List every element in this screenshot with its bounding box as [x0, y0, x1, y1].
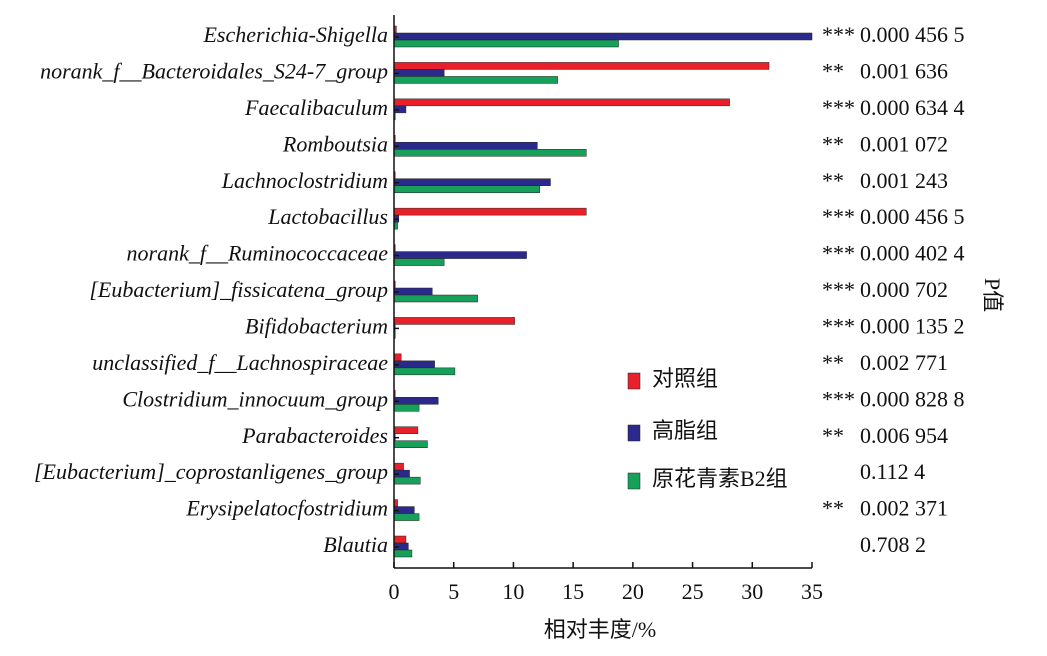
- significance: **: [822, 423, 844, 448]
- x-tick-label: 30: [741, 579, 763, 604]
- bar: [393, 149, 587, 157]
- category-label: Escherichia-Shigella: [202, 22, 388, 47]
- bar: [393, 207, 587, 216]
- category-label: norank_f__Ruminococcaceae: [127, 241, 389, 266]
- category-label: Bifidobacterium: [245, 313, 388, 338]
- x-axis-label: 相对丰度/%: [544, 617, 656, 642]
- category-label: Romboutsia: [282, 131, 388, 156]
- significance: **: [822, 168, 844, 193]
- x-tick-label: 15: [562, 579, 584, 604]
- bar: [393, 287, 433, 296]
- category-label: [Eubacterium]_fissicatena_group: [89, 277, 388, 302]
- bar: [393, 178, 551, 186]
- p-value: 0.000 402 4: [860, 241, 965, 266]
- bar: [393, 317, 515, 325]
- category-label: unclassified_f__Lachnospiraceae: [92, 350, 388, 375]
- bar: [393, 360, 435, 369]
- category-label: Faecalibaculum: [244, 95, 388, 120]
- significance: ***: [822, 386, 855, 411]
- bar: [393, 294, 478, 303]
- x-tick-label: 35: [801, 579, 823, 604]
- bar: [393, 353, 402, 362]
- bar: [393, 98, 730, 107]
- significance: **: [822, 496, 844, 521]
- bar: [393, 549, 413, 558]
- x-tick-label: 25: [682, 579, 704, 604]
- significance: **: [822, 350, 844, 375]
- significance: ***: [822, 22, 855, 47]
- bar: [393, 404, 420, 412]
- category-label: norank_f__Bacteroidales_S24-7_group: [40, 58, 388, 83]
- bar: [393, 476, 421, 485]
- bar: [393, 39, 619, 48]
- significance: ***: [822, 95, 855, 120]
- category-label: [Eubacterium]_coprostanligenes_group: [34, 459, 388, 484]
- bar: [393, 513, 420, 521]
- bar: [393, 426, 419, 434]
- bar: [393, 32, 813, 41]
- bar: [393, 258, 445, 266]
- p-value: 0.000 702: [860, 277, 948, 302]
- legend-swatch: [627, 372, 641, 390]
- significance: **: [822, 58, 844, 83]
- p-value: 0.708 2: [860, 532, 926, 557]
- significance: ***: [822, 313, 855, 338]
- category-label: Clostridium_innocuum_group: [122, 386, 388, 411]
- x-tick-label: 10: [502, 579, 524, 604]
- category-label: Lachnoclostridium: [221, 168, 388, 193]
- legend-label: 对照组: [652, 366, 718, 391]
- p-value: 0.001 636: [860, 58, 948, 83]
- bar: [393, 69, 445, 77]
- x-tick-label: 0: [389, 579, 400, 604]
- bar: [393, 440, 428, 448]
- p-value: 0.001 243: [860, 168, 948, 193]
- significance: ***: [822, 204, 855, 229]
- p-value: 0.001 072: [860, 131, 948, 156]
- bar: [393, 251, 527, 259]
- p-value: 0.000 135 2: [860, 313, 965, 338]
- p-value: 0.000 456 5: [860, 22, 965, 47]
- bar: [393, 185, 540, 193]
- p-value: 0.000 828 8: [860, 386, 965, 411]
- category-label: Blautia: [323, 532, 388, 557]
- p-value: 0.006 954: [860, 423, 948, 448]
- significance: **: [822, 131, 844, 156]
- category-label: Lactobacillus: [267, 204, 388, 229]
- p-value: 0.002 371: [860, 496, 948, 521]
- bar: [393, 535, 407, 544]
- significance: ***: [822, 241, 855, 266]
- legend-swatch: [627, 472, 641, 490]
- legend-label: 高脂组: [652, 418, 718, 443]
- p-axis-label: P值: [980, 278, 1005, 312]
- bar: [393, 142, 538, 150]
- p-value: 0.000 456 5: [860, 204, 965, 229]
- p-value: 0.000 634 4: [860, 95, 965, 120]
- x-tick-label: 20: [622, 579, 644, 604]
- bar: [393, 76, 558, 84]
- significance: ***: [822, 277, 855, 302]
- bar: [393, 462, 404, 471]
- p-value: 0.002 771: [860, 350, 948, 375]
- category-label: Parabacteroides: [241, 423, 388, 448]
- legend-swatch: [627, 424, 641, 442]
- legend-label: 原花青素B2组: [652, 466, 788, 491]
- x-tick-label: 5: [448, 579, 459, 604]
- bar: [393, 367, 456, 376]
- bar: [393, 397, 439, 405]
- category-label: Erysipelatocfostridium: [185, 496, 388, 521]
- p-value: 0.112 4: [860, 459, 925, 484]
- bar: [393, 62, 770, 70]
